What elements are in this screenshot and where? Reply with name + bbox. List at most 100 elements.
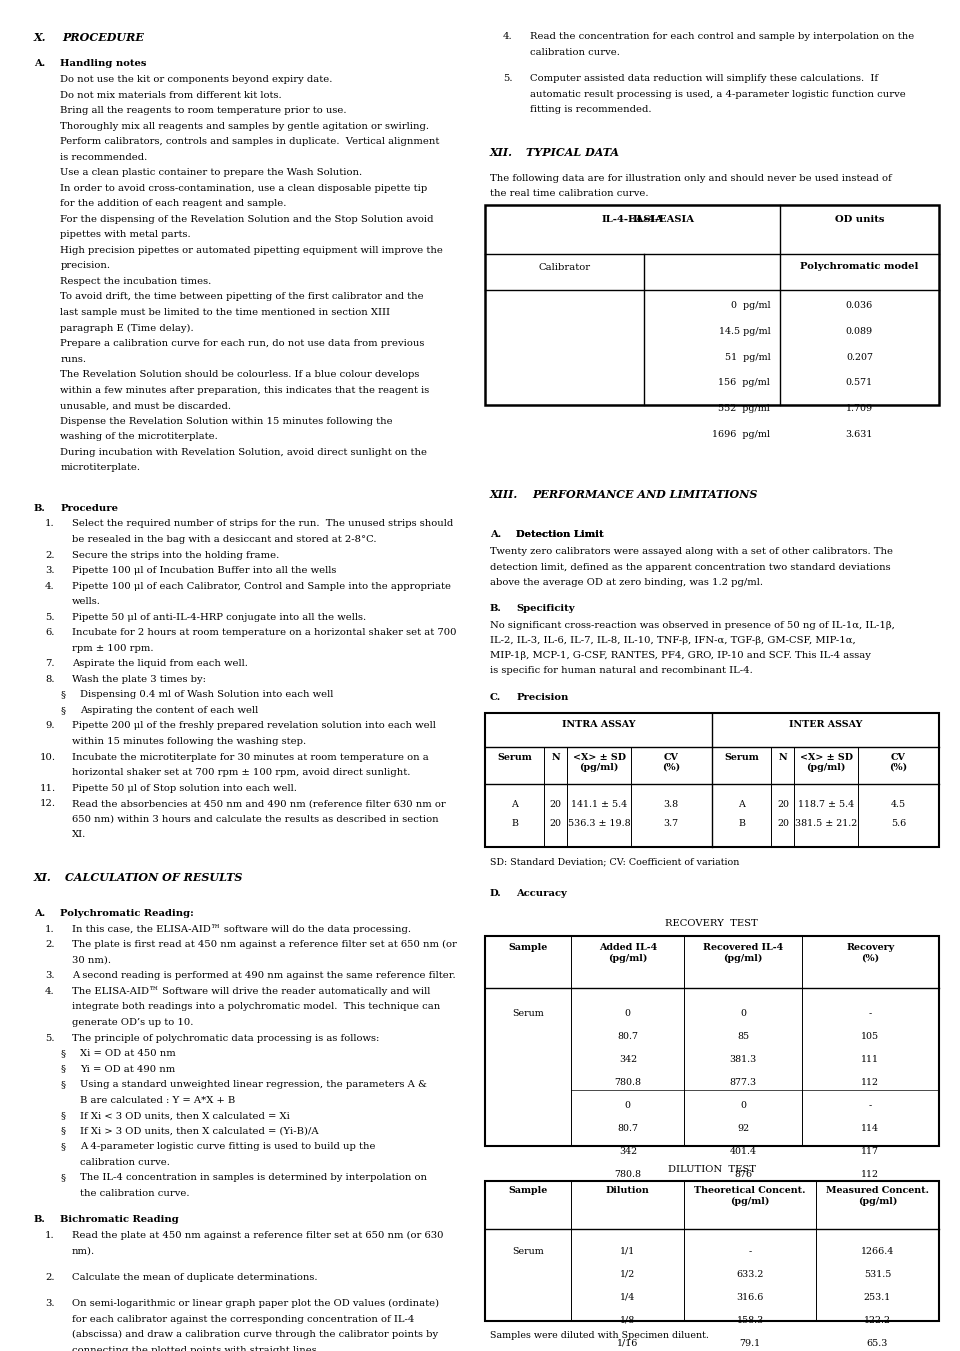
Text: PERFORMANCE AND LIMITATIONS: PERFORMANCE AND LIMITATIONS <box>532 489 757 500</box>
Text: Accuracy: Accuracy <box>516 889 567 898</box>
Text: 342: 342 <box>619 1147 636 1156</box>
Text: A.: A. <box>34 909 45 919</box>
Text: 0  pg/ml: 0 pg/ml <box>731 301 770 311</box>
Text: D.: D. <box>490 889 501 898</box>
Text: Recovery
(%): Recovery (%) <box>846 943 895 962</box>
Text: 3.7: 3.7 <box>663 819 679 828</box>
Text: wells.: wells. <box>72 597 101 607</box>
Text: 51  pg/ml: 51 pg/ml <box>725 353 770 362</box>
Text: Bring all the reagents to room temperature prior to use.: Bring all the reagents to room temperatu… <box>60 107 347 115</box>
Text: 876: 876 <box>734 1170 752 1179</box>
Text: Polychromatic Reading:: Polychromatic Reading: <box>60 909 194 919</box>
Text: 253.1: 253.1 <box>864 1293 891 1302</box>
Text: 118.7 ± 5.4: 118.7 ± 5.4 <box>798 800 854 809</box>
Text: 4.: 4. <box>45 986 55 996</box>
Text: Serum: Serum <box>497 753 532 762</box>
Text: C.: C. <box>490 693 501 703</box>
Text: paragraph E (Time delay).: paragraph E (Time delay). <box>60 324 194 332</box>
Text: A.: A. <box>34 59 45 69</box>
Text: unusable, and must be discarded.: unusable, and must be discarded. <box>60 401 231 411</box>
Text: Perform calibrators, controls and samples in duplicate.  Vertical alignment: Perform calibrators, controls and sample… <box>60 138 440 146</box>
Text: Pipette 50 μl of Stop solution into each well.: Pipette 50 μl of Stop solution into each… <box>72 784 297 793</box>
Text: within 15 minutes following the washing step.: within 15 minutes following the washing … <box>72 738 306 746</box>
Text: RECOVERY  TEST: RECOVERY TEST <box>665 919 758 928</box>
Text: 1.: 1. <box>45 519 55 528</box>
Text: §: § <box>60 1127 65 1136</box>
Text: N: N <box>779 753 787 762</box>
Text: Incubate for 2 hours at room temperature on a horizontal shaker set at 700: Incubate for 2 hours at room temperature… <box>72 628 457 638</box>
Text: §: § <box>60 1048 65 1058</box>
Text: Polychromatic model: Polychromatic model <box>801 262 919 272</box>
Text: within a few minutes after preparation, this indicates that the reagent is: within a few minutes after preparation, … <box>60 386 430 394</box>
Text: the real time calibration curve.: the real time calibration curve. <box>490 189 648 199</box>
Text: 80.7: 80.7 <box>617 1124 638 1133</box>
Text: 5.: 5. <box>45 1034 55 1043</box>
Text: 342: 342 <box>619 1055 636 1065</box>
Text: Handling notes: Handling notes <box>60 59 147 69</box>
Text: Calibrator: Calibrator <box>539 263 590 273</box>
Text: <X> ± SD
(pg/ml): <X> ± SD (pg/ml) <box>800 753 852 771</box>
Text: 0.207: 0.207 <box>846 353 873 362</box>
Text: Pipette 100 μl of Incubation Buffer into all the wells: Pipette 100 μl of Incubation Buffer into… <box>72 566 336 576</box>
Text: INTER ASSAY: INTER ASSAY <box>789 720 862 730</box>
Text: -: - <box>869 1009 872 1019</box>
Text: Wash the plate 3 times by:: Wash the plate 3 times by: <box>72 676 206 684</box>
Text: 1.: 1. <box>45 1231 55 1240</box>
Text: PROCEDURE: PROCEDURE <box>62 32 144 43</box>
Text: Pipette 100 μl of each Calibrator, Control and Sample into the appropriate: Pipette 100 μl of each Calibrator, Contr… <box>72 581 451 590</box>
Text: B.: B. <box>34 504 45 513</box>
Text: The Revelation Solution should be colourless. If a blue colour develops: The Revelation Solution should be colour… <box>60 370 420 380</box>
Text: -: - <box>749 1247 752 1256</box>
Text: 141.1 ± 5.4: 141.1 ± 5.4 <box>571 800 627 809</box>
Text: XII.: XII. <box>490 147 513 158</box>
Text: Samples were diluted with Specimen diluent.: Samples were diluted with Specimen dilue… <box>490 1331 708 1340</box>
Text: 117: 117 <box>861 1147 879 1156</box>
Text: 1/4: 1/4 <box>620 1293 636 1302</box>
Text: §: § <box>60 1173 65 1182</box>
Text: Sample: Sample <box>509 1186 547 1196</box>
Text: 114: 114 <box>861 1124 879 1133</box>
Text: Precision: Precision <box>516 693 569 703</box>
Text: 12.: 12. <box>39 800 56 808</box>
Text: 3.: 3. <box>45 566 55 576</box>
Text: 111: 111 <box>861 1055 879 1065</box>
Text: precision.: precision. <box>60 262 110 270</box>
Text: In order to avoid cross-contamination, use a clean disposable pipette tip: In order to avoid cross-contamination, u… <box>60 184 428 193</box>
Text: 3.: 3. <box>45 1300 55 1308</box>
Text: horizontal shaker set at 700 rpm ± 100 rpm, avoid direct sunlight.: horizontal shaker set at 700 rpm ± 100 r… <box>72 767 410 777</box>
Text: 4.: 4. <box>503 32 513 42</box>
Text: Theoretical Concent.
(pg/ml): Theoretical Concent. (pg/ml) <box>694 1186 806 1205</box>
Text: 14.5 pg/ml: 14.5 pg/ml <box>719 327 770 336</box>
Text: XI.: XI. <box>72 830 86 839</box>
Text: 6.: 6. <box>45 628 55 638</box>
Text: Sample: Sample <box>509 943 547 952</box>
Text: If Xi < 3 OD units, then X calculated = Xi: If Xi < 3 OD units, then X calculated = … <box>80 1111 290 1120</box>
Bar <box>485 1181 939 1321</box>
Text: 156  pg/ml: 156 pg/ml <box>718 378 770 388</box>
Text: §: § <box>60 1143 65 1151</box>
Text: 381.3: 381.3 <box>730 1055 756 1065</box>
Text: 20: 20 <box>550 800 562 809</box>
Text: 877.3: 877.3 <box>730 1078 756 1088</box>
Text: calibration curve.: calibration curve. <box>530 47 620 57</box>
Text: 0.089: 0.089 <box>846 327 873 336</box>
Text: Respect the incubation times.: Respect the incubation times. <box>60 277 212 286</box>
Text: X.: X. <box>34 32 46 43</box>
Text: integrate both readings into a polychromatic model.  This technique can: integrate both readings into a polychrom… <box>72 1002 441 1012</box>
Text: B: B <box>738 819 745 828</box>
Text: §: § <box>60 1065 65 1074</box>
Text: A second reading is performed at 490 nm against the same reference filter.: A second reading is performed at 490 nm … <box>72 971 456 981</box>
Text: generate OD’s up to 10.: generate OD’s up to 10. <box>72 1019 193 1027</box>
Text: MIP-1β, MCP-1, G-CSF, RANTES, PF4, GRO, IP-10 and SCF. This IL-4 assay: MIP-1β, MCP-1, G-CSF, RANTES, PF4, GRO, … <box>490 651 871 661</box>
Text: -: - <box>869 1101 872 1111</box>
Text: B are calculated : Y = A*X + B: B are calculated : Y = A*X + B <box>80 1096 235 1105</box>
Text: microtiterplate.: microtiterplate. <box>60 463 140 473</box>
Text: Thoroughly mix all reagents and samples by gentle agitation or swirling.: Thoroughly mix all reagents and samples … <box>60 122 429 131</box>
Text: No significant cross-reaction was observed in presence of 50 ng of IL-1α, IL-1β,: No significant cross-reaction was observ… <box>490 621 895 631</box>
Text: 536.3 ± 19.8: 536.3 ± 19.8 <box>567 819 631 828</box>
Text: is specific for human natural and recombinant IL-4.: is specific for human natural and recomb… <box>490 666 753 676</box>
Text: 552  pg/ml: 552 pg/ml <box>718 404 770 413</box>
Text: If Xi > 3 OD units, then X calculated = (Yi-B)/A: If Xi > 3 OD units, then X calculated = … <box>80 1127 319 1136</box>
Text: 0: 0 <box>740 1101 746 1111</box>
Text: 80.7: 80.7 <box>617 1032 638 1042</box>
